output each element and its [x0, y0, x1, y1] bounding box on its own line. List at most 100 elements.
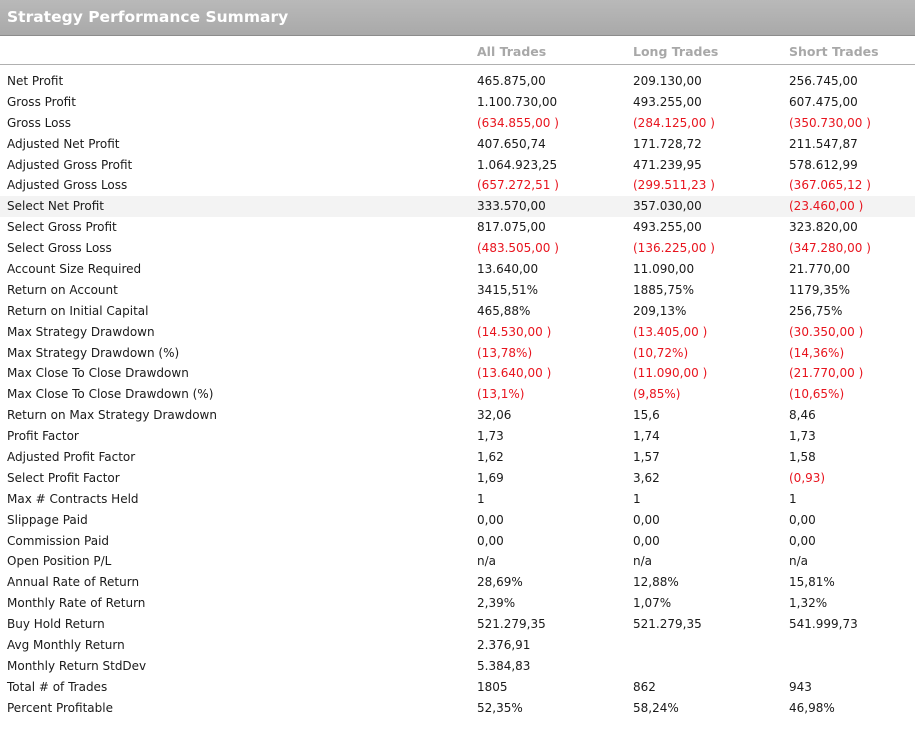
table-row[interactable]: Adjusted Gross Profit 1.064.923,25 471.239… — [0, 155, 915, 176]
cell-all-trades: 1805 — [477, 679, 508, 694]
cell-short-trades: 15,81% — [789, 575, 835, 590]
cell-short-trades: 1,32% — [789, 596, 828, 611]
cell-short-trades: 256.745,00 — [789, 74, 858, 88]
cell-short-trades: (350.730,00 ) — [789, 115, 871, 130]
cell-long-trades: 58,24% — [633, 700, 679, 715]
table-row[interactable]: Avg Monthly Return 2.376,91 — [0, 635, 915, 656]
cell-long-trades: (136.225,00 ) — [633, 241, 715, 256]
row-label: Percent Profitable — [7, 700, 113, 715]
cell-long-trades: 0,00 — [633, 512, 660, 527]
table-row[interactable]: Return on Initial Capital 465,88% 209,13% 2… — [0, 301, 915, 322]
cell-all-trades: 0,00 — [477, 533, 504, 548]
table-row[interactable]: Percent Profitable 52,35% 58,24% 46,98% — [0, 698, 915, 719]
table-row[interactable]: Account Size Required 13.640,00 11.090,00 2… — [0, 259, 915, 280]
cell-short-trades: 323.820,00 — [789, 220, 858, 235]
cell-all-trades: 1,69 — [477, 470, 504, 485]
table-row[interactable]: Open Position P/L n/a n/a n/a — [0, 551, 915, 572]
cell-long-trades: 11.090,00 — [633, 262, 695, 277]
cell-short-trades: 1179,35% — [789, 282, 851, 297]
table-row[interactable]: Max Strategy Drawdown (14.530,00 ) (13.405… — [0, 322, 915, 343]
cell-long-trades: (11.090,00 ) — [633, 366, 708, 381]
cell-all-trades: 1,62 — [477, 450, 504, 465]
row-label: Gross Loss — [7, 115, 71, 130]
table-row[interactable]: Select Gross Loss (483.505,00 ) (136.225,0… — [0, 238, 915, 259]
cell-long-trades: n/a — [633, 554, 653, 569]
cell-short-trades: 46,98% — [789, 700, 835, 715]
header-divider — [0, 64, 915, 65]
column-header-row: All Trades Long Trades Short Trades — [0, 37, 915, 65]
row-label: Return on Account — [7, 282, 118, 297]
cell-all-trades: (14.530,00 ) — [477, 324, 552, 339]
table-row[interactable]: Slippage Paid 0,00 0,00 0,00 — [0, 510, 915, 531]
table-row[interactable]: Monthly Return StdDev 5.384,83 — [0, 656, 915, 677]
header-long-trades: Long Trades — [633, 44, 719, 59]
table-row[interactable]: Monthly Rate of Return 2,39% 1,07% 1,32% — [0, 593, 915, 614]
table-row[interactable]: Annual Rate of Return 28,69% 12,88% 15,81% — [0, 572, 915, 593]
table-row[interactable]: Gross Profit 1.100.730,00 493.255,00 607.47… — [0, 92, 915, 113]
cell-short-trades: n/a — [789, 554, 809, 569]
table-row[interactable]: Buy Hold Return 521.279,35 521.279,35 541.9… — [0, 614, 915, 635]
row-label: Adjusted Net Profit — [7, 136, 120, 151]
row-label: Net Profit — [7, 74, 64, 88]
row-label: Select Gross Profit — [7, 220, 117, 235]
cell-all-trades: 52,35% — [477, 700, 523, 715]
table-row[interactable]: Max Close To Close Drawdown (13.640,00 ) (… — [0, 363, 915, 384]
cell-long-trades: 0,00 — [633, 533, 660, 548]
table-row[interactable]: Adjusted Profit Factor 1,62 1,57 1,58 — [0, 447, 915, 468]
cell-short-trades: (367.065,12 ) — [789, 178, 871, 193]
cell-short-trades: (0,93) — [789, 470, 826, 485]
cell-long-trades: 1,07% — [633, 596, 672, 611]
table-row[interactable]: Select Net Profit 333.570,00 357.030,00 (23… — [0, 196, 915, 218]
header-all-trades: All Trades — [477, 44, 547, 59]
table-row[interactable]: Max Strategy Drawdown (%) (13,78%) (10,72%… — [0, 343, 915, 364]
cell-all-trades: 32,06 — [477, 408, 512, 423]
row-label: Select Net Profit — [7, 199, 105, 214]
cell-long-trades: 1 — [633, 491, 641, 506]
cell-short-trades: 1,73 — [789, 429, 816, 444]
cell-short-trades: (23.460,00 ) — [789, 199, 864, 214]
cell-long-trades: 3,62 — [633, 470, 660, 485]
row-label: Buy Hold Return — [7, 617, 105, 632]
cell-short-trades: 607.475,00 — [789, 94, 858, 109]
cell-all-trades: 5.384,83 — [477, 658, 531, 673]
cell-long-trades: 493.255,00 — [633, 94, 702, 109]
cell-all-trades: 407.650,74 — [477, 136, 546, 151]
table-row[interactable]: Profit Factor 1,73 1,74 1,73 — [0, 426, 915, 447]
cell-long-trades: 171.728,72 — [633, 136, 702, 151]
table-row[interactable]: Net Profit 465.875,00 209.130,00 256.745,00 — [0, 71, 915, 92]
row-label: Return on Initial Capital — [7, 303, 149, 318]
cell-all-trades: 13.640,00 — [477, 262, 539, 277]
table-row[interactable]: Select Gross Profit 817.075,00 493.255,00 3… — [0, 217, 915, 238]
cell-long-trades: 12,88% — [633, 575, 679, 590]
cell-short-trades: 8,46 — [789, 408, 816, 423]
row-label: Commission Paid — [7, 533, 110, 548]
cell-all-trades: 333.570,00 — [477, 199, 546, 214]
cell-long-trades: 1885,75% — [633, 282, 695, 297]
row-label: Max Strategy Drawdown (%) — [7, 345, 180, 360]
row-label: Max Close To Close Drawdown — [7, 366, 189, 381]
table-row[interactable]: Return on Account 3415,51% 1885,75% 1179,35… — [0, 280, 915, 301]
table-row[interactable]: Commission Paid 0,00 0,00 0,00 — [0, 531, 915, 552]
cell-all-trades: 1.064.923,25 — [477, 157, 558, 172]
cell-long-trades: 1,74 — [633, 429, 660, 444]
cell-all-trades: (13.640,00 ) — [477, 366, 552, 381]
cell-long-trades: 493.255,00 — [633, 220, 702, 235]
cell-all-trades: 3415,51% — [477, 282, 539, 297]
cell-long-trades: (13.405,00 ) — [633, 324, 708, 339]
table-row[interactable]: Select Profit Factor 1,69 3,62 (0,93) — [0, 468, 915, 489]
cell-short-trades: 1,58 — [789, 450, 816, 465]
cell-all-trades: (13,78%) — [477, 345, 533, 360]
row-label: Profit Factor — [7, 429, 79, 444]
table-row[interactable]: Max Close To Close Drawdown (%) (13,1%) (9… — [0, 384, 915, 405]
cell-all-trades: 817.075,00 — [477, 220, 546, 235]
row-label: Monthly Return StdDev — [7, 658, 147, 673]
row-label: Monthly Rate of Return — [7, 596, 146, 611]
table-row[interactable]: Max # Contracts Held 1 1 1 — [0, 489, 915, 510]
table-row[interactable]: Return on Max Strategy Drawdown 32,06 15,6… — [0, 405, 915, 426]
cell-short-trades: (10,65%) — [789, 387, 845, 402]
table-row[interactable]: Total # of Trades 1805 862 943 — [0, 677, 915, 698]
cell-all-trades: 521.279,35 — [477, 617, 546, 632]
table-row[interactable]: Gross Loss (634.855,00 ) (284.125,00 ) (350… — [0, 113, 915, 134]
table-row[interactable]: Adjusted Gross Loss (657.272,51 ) (299.511… — [0, 175, 915, 196]
table-row[interactable]: Adjusted Net Profit 407.650,74 171.728,72 2… — [0, 134, 915, 155]
